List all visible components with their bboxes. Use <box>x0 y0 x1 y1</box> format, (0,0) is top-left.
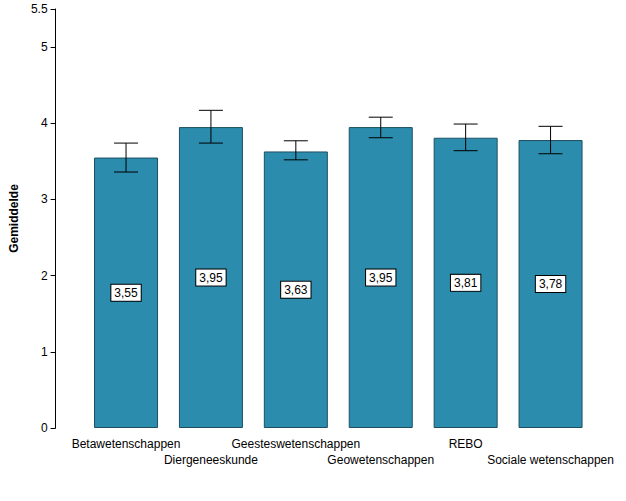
svg-text:Diergeneeskunde: Diergeneeskunde <box>164 453 258 467</box>
svg-text:0: 0 <box>41 421 48 435</box>
svg-text:Geesteswetenschappen: Geesteswetenschappen <box>231 437 360 451</box>
svg-text:Geowetenschappen: Geowetenschappen <box>327 453 434 467</box>
svg-text:Sociale wetenschappen: Sociale wetenschappen <box>487 453 614 467</box>
svg-text:2: 2 <box>41 269 48 283</box>
svg-text:5.5: 5.5 <box>31 2 48 16</box>
svg-text:3,55: 3,55 <box>114 286 138 300</box>
svg-text:1: 1 <box>41 345 48 359</box>
svg-text:3,63: 3,63 <box>284 283 308 297</box>
svg-text:3,78: 3,78 <box>539 277 563 291</box>
svg-text:3: 3 <box>41 192 48 206</box>
svg-text:REBO: REBO <box>449 437 483 451</box>
svg-text:Betawetenschappen: Betawetenschappen <box>72 437 181 451</box>
svg-text:5: 5 <box>41 40 48 54</box>
svg-text:3,81: 3,81 <box>454 276 478 290</box>
svg-text:Gemiddelde: Gemiddelde <box>7 184 21 253</box>
svg-text:3,95: 3,95 <box>199 271 223 285</box>
svg-text:3,95: 3,95 <box>369 271 393 285</box>
svg-text:4: 4 <box>41 116 48 130</box>
